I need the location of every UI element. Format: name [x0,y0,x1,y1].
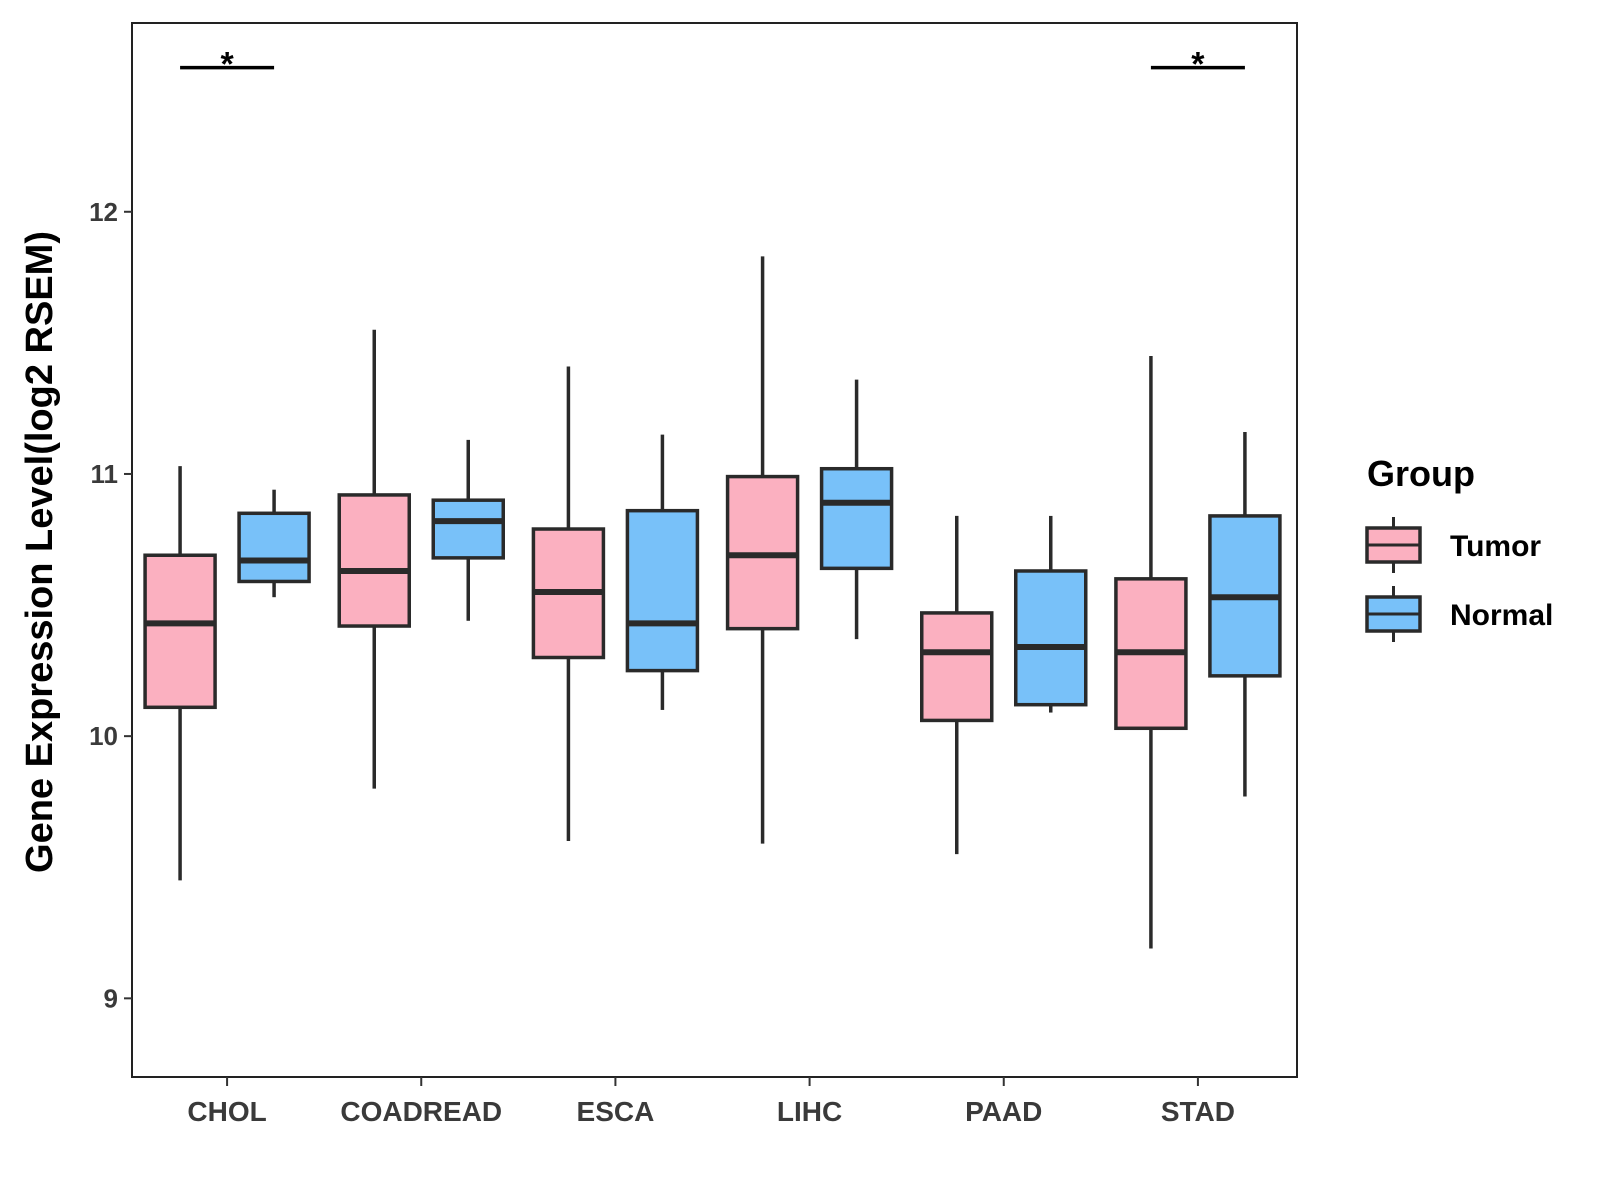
x-tick-label: LIHC [777,1096,842,1127]
plot-border [131,22,1298,1078]
legend-label-normal: Normal [1450,599,1553,632]
legend-item-normal: Normal [1365,586,1553,642]
box-normal-stad [1208,432,1282,797]
box-body [920,611,994,723]
y-tick-label: 10 [89,721,118,751]
x-tick-label: PAAD [965,1096,1042,1127]
box-tumor-stad [1114,355,1188,949]
significance-chol: * [180,46,275,84]
box-body [237,511,311,584]
legend-item-tumor: Tumor [1365,517,1541,573]
box-body [431,498,505,560]
box-tumor-esca [531,366,606,842]
x-tick-label: COADREAD [340,1096,502,1127]
box-body [337,493,411,628]
y-tick-label: 12 [89,197,118,227]
box-tumor-coadread [337,329,411,789]
x-tick-label: STAD [1161,1096,1235,1127]
significance-star: * [1191,46,1205,84]
box-body [819,466,894,571]
significance-star: * [220,46,234,84]
box-tumor-chol [143,466,217,881]
box-normal-paad [1014,515,1088,713]
box-tumor-paad [920,515,994,855]
y-axis-title: Gene Expression Level(log2 RSEM) [19,231,61,873]
y-axis: 9 10 11 12 [89,197,132,1013]
y-tick-label: 11 [91,459,119,489]
legend-title: Group [1367,453,1475,494]
box-body [1014,569,1088,707]
plot-area: * * [131,22,1298,1078]
x-tick-label: CHOL [187,1096,266,1127]
x-axis: CHOL COADREAD ESCA LIHC PAAD STAD [187,1077,1235,1127]
box-body [625,508,700,673]
legend: Group Tumor Normal [1365,453,1553,642]
box-normal-esca [625,434,700,710]
legend-label-tumor: Tumor [1450,530,1541,563]
box-body [143,553,217,710]
box-normal-coadread [431,439,505,621]
box-normal-lihc [819,379,894,640]
box-tumor-lihc [725,256,800,844]
significance-stad: * [1150,46,1245,84]
y-tick-label: 9 [104,983,118,1013]
x-tick-label: ESCA [577,1096,655,1127]
box-normal-chol [237,489,311,598]
